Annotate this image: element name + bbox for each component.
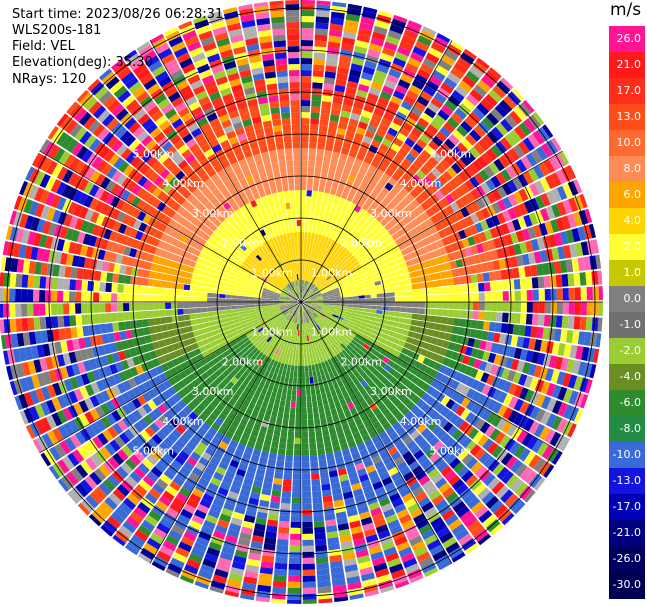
- colorbar-tick-label: 21.0: [616, 58, 642, 71]
- colorbar: 26.0 21.0 17.0 13.0 10.0 8.0 6.0 4.0 2.0 1.0 0.0 -1…: [609, 26, 645, 599]
- range-labels: 1.00km 2.00km 3.00km 4.00km 5.00km 1.00km 2.00…: [133, 148, 472, 458]
- colorbar-segment: -8.0: [609, 416, 645, 443]
- range-label: 1.00km: [311, 326, 353, 339]
- colorbar-segment: -1.0: [609, 312, 645, 339]
- range-label: 5.00km: [133, 148, 175, 161]
- colorbar-tick-label: -17.0: [612, 500, 641, 513]
- instrument-label: WLS200s-181: [12, 23, 102, 38]
- colorbar-tick-label: -8.0: [619, 422, 641, 435]
- azimuth-spoke: [39, 301, 302, 454]
- colorbar-segment: 21.0: [609, 52, 645, 79]
- range-label: 1.00km: [311, 266, 353, 279]
- colorbar-segment: -6.0: [609, 390, 645, 417]
- range-label: 3.00km: [192, 207, 234, 220]
- colorbar-tick-label: -26.0: [612, 552, 641, 565]
- colorbar-tick-label: 0.0: [623, 292, 642, 305]
- colorbar-tick-label: -13.0: [612, 474, 641, 487]
- colorbar-tick-label: -6.0: [619, 396, 641, 409]
- colorbar-segment: -2.0: [609, 338, 645, 365]
- colorbar-tick-label: -2.0: [619, 344, 641, 357]
- range-label: 1.00km: [251, 266, 293, 279]
- colorbar-tick-label: 6.0: [623, 188, 642, 201]
- colorbar-segment: -17.0: [609, 494, 645, 521]
- colorbar-tick-label: 10.0: [616, 136, 642, 149]
- range-label: 2.00km: [222, 237, 264, 250]
- colorbar-segment: -30.0: [609, 572, 645, 599]
- elevation-label: Elevation(deg): 35.30: [12, 55, 153, 70]
- colorbar-tick-label: -4.0: [619, 370, 641, 383]
- colorbar-segment: -13.0: [609, 468, 645, 495]
- azimuth-spoke: [149, 301, 302, 564]
- colorbar-segment: 6.0: [609, 182, 645, 209]
- range-label: 3.00km: [370, 207, 412, 220]
- colorbar-segment: 2.0: [609, 234, 645, 261]
- range-label: 2.00km: [340, 237, 382, 250]
- range-label: 5.00km: [430, 445, 472, 458]
- colorbar-tick-label: -1.0: [619, 318, 641, 331]
- azimuth-spoke: [39, 150, 302, 303]
- range-label: 4.00km: [400, 415, 442, 428]
- range-label: 5.00km: [430, 148, 472, 161]
- colorbar-tick-label: 26.0: [616, 32, 642, 45]
- range-label: 2.00km: [340, 355, 382, 368]
- range-label: 4.00km: [162, 415, 204, 428]
- range-label: 3.00km: [370, 385, 412, 398]
- range-label: 4.00km: [162, 177, 204, 190]
- start-time-label: Start time: 2023/08/26 06:28:31: [12, 7, 224, 22]
- colorbar-segment: -21.0: [609, 520, 645, 547]
- range-label: 2.00km: [222, 355, 264, 368]
- azimuth-spoke: [300, 150, 563, 303]
- colorbar-tick-label: 13.0: [616, 110, 642, 123]
- colorbar-tick-label: 2.0: [623, 240, 642, 253]
- colorbar-tick-label: 8.0: [623, 162, 642, 175]
- velocity-field: [0, 0, 603, 604]
- range-rings: [0, 0, 603, 604]
- range-label: 1.00km: [251, 326, 293, 339]
- colorbar-tick-label: 17.0: [616, 84, 642, 97]
- range-label: 5.00km: [133, 445, 175, 458]
- colorbar-segment: -26.0: [609, 546, 645, 573]
- colorbar-segment: -10.0: [609, 442, 645, 469]
- colorbar-segment: 8.0: [609, 156, 645, 183]
- azimuth-spoke: [149, 40, 302, 303]
- azimuth-spoke: [300, 40, 453, 303]
- colorbar-tick-label: -10.0: [612, 448, 641, 461]
- colorbar-tick-label: -30.0: [612, 578, 641, 591]
- range-label: 4.00km: [400, 177, 442, 190]
- colorbar-segment: 17.0: [609, 78, 645, 105]
- colorbar-tick-label: 4.0: [623, 214, 642, 227]
- colorbar-unit: m/s: [610, 0, 642, 20]
- field-label: Field: VEL: [12, 39, 75, 54]
- colorbar-segment: 13.0: [609, 104, 645, 131]
- colorbar-segment: 4.0: [609, 208, 645, 235]
- azimuth-spoke: [300, 301, 453, 564]
- range-label: 3.00km: [192, 385, 234, 398]
- colorbar-segment: 10.0: [609, 130, 645, 157]
- colorbar-segment: 0.0: [609, 286, 645, 313]
- azimuth-spoke: [300, 301, 563, 454]
- colorbar-segment: 26.0: [609, 26, 645, 53]
- colorbar-segment: -4.0: [609, 364, 645, 391]
- nrays-label: NRays: 120: [12, 72, 87, 87]
- colorbar-tick-label: -21.0: [612, 526, 641, 539]
- colorbar-tick-label: 1.0: [623, 266, 642, 279]
- colorbar-segment: 1.0: [609, 260, 645, 287]
